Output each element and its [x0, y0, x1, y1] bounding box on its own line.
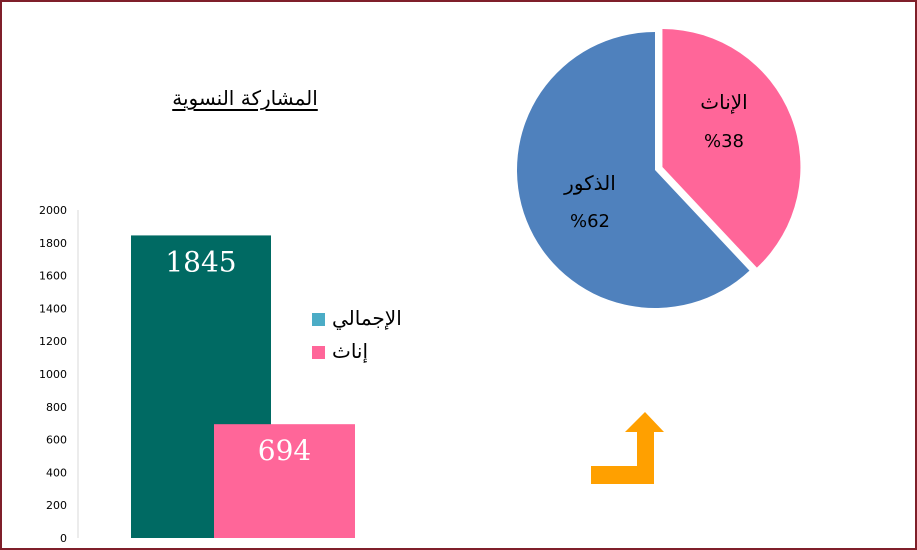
pie-slice-percent-label: %62	[570, 211, 610, 232]
y-tick-label: 1200	[39, 335, 67, 348]
y-tick-label: 0	[60, 532, 67, 545]
y-tick-label: 800	[46, 401, 67, 414]
bar-1	[214, 424, 355, 538]
legend-item-total: الإجمالي	[312, 306, 422, 338]
legend-swatch	[312, 346, 325, 359]
bent-arrow-up-icon	[591, 412, 664, 484]
arrow-shape	[591, 412, 664, 484]
pie-slice-1	[517, 31, 750, 308]
y-tick-label: 1800	[39, 237, 67, 250]
y-tick-label: 600	[46, 434, 67, 447]
y-tick-label: 1000	[39, 368, 67, 381]
legend-label: إناث	[332, 339, 369, 363]
y-tick-label: 1400	[39, 302, 67, 315]
legend-item-female: إناث	[312, 339, 422, 371]
pie-slice-percent-label: %38	[704, 131, 744, 152]
y-tick-label: 200	[46, 499, 67, 512]
pie-slice-0	[662, 29, 801, 268]
y-tick-label: 1600	[39, 270, 67, 283]
bar-series: 1845 694	[131, 235, 355, 539]
bar-value-label: 694	[258, 434, 311, 467]
pie-slice-name-label: الذكور	[563, 171, 616, 195]
y-tick-label: 2000	[39, 204, 67, 217]
pie-slice-name-label: الإناث	[700, 90, 747, 114]
y-axis: 0 200 400 600 800 1000 1200 1400 1600 1800 2000	[39, 204, 79, 545]
bar-value-label: 1845	[165, 245, 236, 278]
legend-label: الإجمالي	[332, 306, 402, 330]
chart-title: المشاركة النسوية	[172, 86, 318, 110]
legend-swatch	[312, 313, 325, 326]
pie-chart: الإناث %38 الذكور %62	[517, 29, 801, 308]
y-tick-label: 400	[46, 466, 67, 479]
